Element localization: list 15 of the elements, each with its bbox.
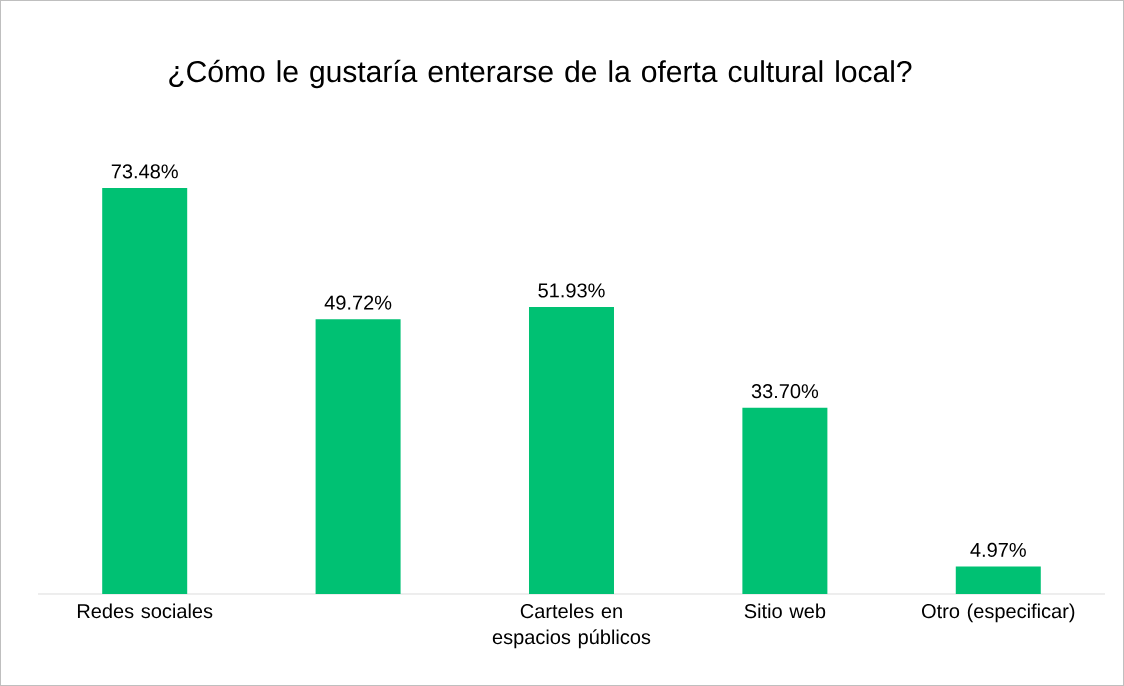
bar <box>528 307 614 594</box>
bar <box>102 187 188 594</box>
bar <box>742 407 828 594</box>
data-label: 4.97% <box>970 542 1026 557</box>
chart-title: ¿Cómo le gustaría enterarse de la oferta cultural local? <box>169 59 912 89</box>
data-label: 73.48% <box>111 164 178 179</box>
data-label: 51.93% <box>538 283 605 298</box>
x-tick-label: Carteles en espacios públicos <box>492 603 651 649</box>
data-label: 33.70% <box>751 384 819 399</box>
data-label: 49.72% <box>324 295 392 310</box>
bar <box>955 566 1041 594</box>
x-tick-label: Redes sociales <box>77 603 213 619</box>
x-tick-label: Sitio web <box>744 603 826 619</box>
x-tick-label: Otro (especificar) <box>921 603 1075 623</box>
bar <box>315 319 401 594</box>
